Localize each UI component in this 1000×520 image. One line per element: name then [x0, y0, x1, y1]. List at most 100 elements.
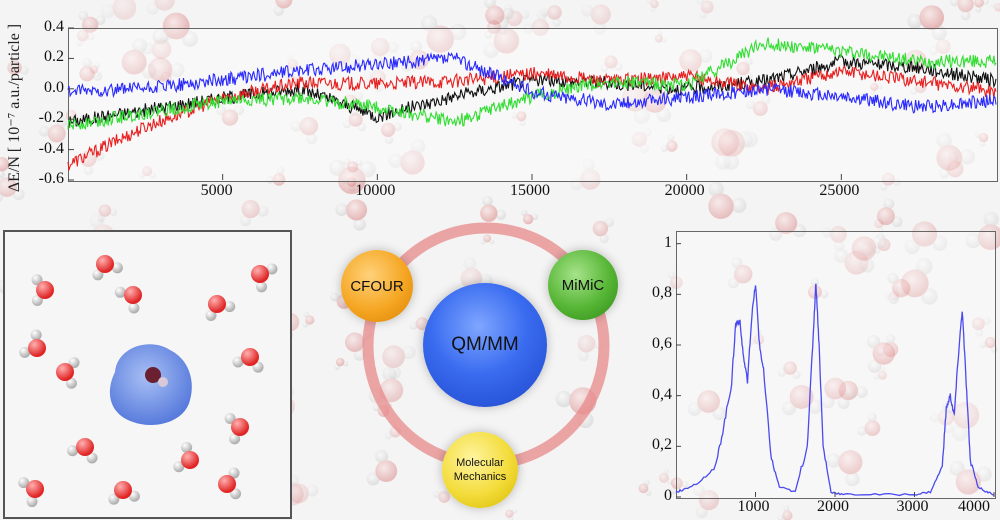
hydrogen-atom [128, 302, 140, 314]
bg-water-molecule [521, 209, 539, 225]
hydrogen-atom [108, 493, 120, 505]
bg-water-molecule [873, 366, 887, 380]
bg-water-molecule [777, 361, 801, 380]
qm-water-oxygen [145, 367, 161, 383]
oxygen-atom [208, 295, 226, 313]
hydrogen-atom [31, 295, 43, 307]
hydrogen-atom [30, 329, 42, 341]
energy-y-tick-label: -0.2 [38, 109, 64, 127]
bg-water-molecule [420, 15, 467, 53]
energy-series-red [67, 65, 997, 171]
hydrogen-atom [18, 477, 30, 489]
bg-water-molecule [39, 116, 68, 143]
energy-series-blue [67, 51, 997, 114]
water-molecule [173, 441, 199, 473]
bg-water-molecule [990, 1, 1000, 12]
spectrum-y-tick-label: 1 [664, 233, 672, 251]
bg-water-molecule [511, 111, 527, 127]
bg-water-molecule [696, 0, 714, 19]
bg-water-molecule [505, 508, 518, 520]
oxygen-atom [251, 265, 269, 283]
qmmm-node: QM/MM [423, 283, 547, 407]
qm-water-hydrogen [158, 377, 168, 387]
bg-water-molecule [936, 132, 975, 171]
hydrogen-atom [67, 445, 79, 457]
bg-water-molecule [480, 195, 507, 222]
bg-water-molecule [148, 57, 185, 94]
bg-water-molecule [975, 132, 989, 147]
cfour-node: CFOUR [341, 250, 413, 322]
spectrum-x-tick-label: 4000 [958, 498, 990, 515]
hydrogen-atom [232, 356, 244, 368]
spectrum-x-tick-label: 3000 [896, 498, 929, 515]
hydrogen-atom [86, 452, 98, 464]
bg-water-molecule [866, 334, 896, 373]
oxygen-atom [36, 281, 54, 299]
bg-water-molecule [302, 311, 315, 328]
bg-water-molecule [216, 105, 245, 126]
energy-x-tick-label: 15000 [510, 182, 550, 199]
spectrum-series [675, 283, 995, 497]
water-molecule [18, 477, 44, 508]
bg-water-molecule [708, 181, 747, 219]
mimic-label: MiMiC [561, 276, 605, 294]
bg-water-molecule [329, 159, 376, 195]
oxygen-atom [218, 475, 236, 493]
spectrum-y-tick-label: 0,2 [652, 436, 672, 454]
hydrogen-atom [230, 488, 242, 500]
bg-water-molecule [666, 271, 683, 293]
qmmm-label: QM/MM [451, 334, 519, 355]
bg-water-molecule [821, 225, 847, 252]
bg-water-molecule [821, 377, 857, 409]
energy-drift-chart [67, 27, 997, 181]
hydrogen-atom [114, 286, 126, 298]
bg-water-molecule [290, 116, 319, 145]
bg-water-molecule [76, 29, 95, 47]
hydrogen-atom [26, 496, 38, 508]
hydrogen-atom [228, 467, 240, 479]
water-cluster-panel [3, 230, 292, 519]
bg-water-molecule [654, 30, 667, 44]
water-molecule [224, 413, 249, 445]
bg-water-molecule [592, 217, 615, 244]
bg-water-molecule [659, 468, 673, 485]
hydrogen-atom [19, 346, 31, 358]
hydrogen-atom [65, 377, 77, 389]
hydrogen-atom [92, 269, 104, 281]
bg-water-molecule [711, 128, 753, 170]
water-molecule [108, 481, 140, 505]
energy-drift-chart-frame [68, 28, 998, 182]
bg-water-molecule [781, 385, 823, 416]
spectrum-y-tick-label: 0,6 [652, 335, 672, 352]
spectrum-y-tick-label: 0 [664, 487, 672, 504]
hydrogen-atom [173, 461, 185, 473]
bg-water-molecule [746, 95, 771, 117]
bg-water-molecule [660, 134, 678, 153]
bg-water-molecule [769, 211, 807, 241]
bg-water-molecule [638, 479, 652, 496]
water-molecule [251, 263, 278, 293]
bg-water-molecule [0, 157, 17, 179]
energy-x-tick-label: 10000 [355, 182, 396, 199]
water-molecule [114, 286, 142, 314]
bg-water-molecule [949, 0, 974, 21]
bg-water-molecule [0, 177, 25, 202]
bg-water-molecule [965, 211, 1000, 250]
spectrum-x-tick-label: 2000 [817, 498, 849, 515]
hydrogen-atom [31, 274, 43, 286]
oxygen-atom [26, 480, 44, 498]
oxygen-atom [96, 255, 114, 273]
water-molecule [56, 357, 80, 389]
oxygen-atom [114, 481, 132, 499]
bg-water-molecule [777, 505, 793, 520]
hydrogen-atom [256, 281, 268, 293]
bg-water-molecule [887, 272, 911, 304]
energy-y-tick-label: 0.0 [44, 78, 64, 96]
mm-label-line2: Mechanics [453, 471, 507, 483]
hydrogen-atom [111, 262, 123, 274]
oxygen-atom [241, 348, 259, 366]
bg-water-molecule [146, 0, 175, 15]
water-molecule [232, 348, 264, 373]
bg-water-molecule [727, 257, 753, 289]
